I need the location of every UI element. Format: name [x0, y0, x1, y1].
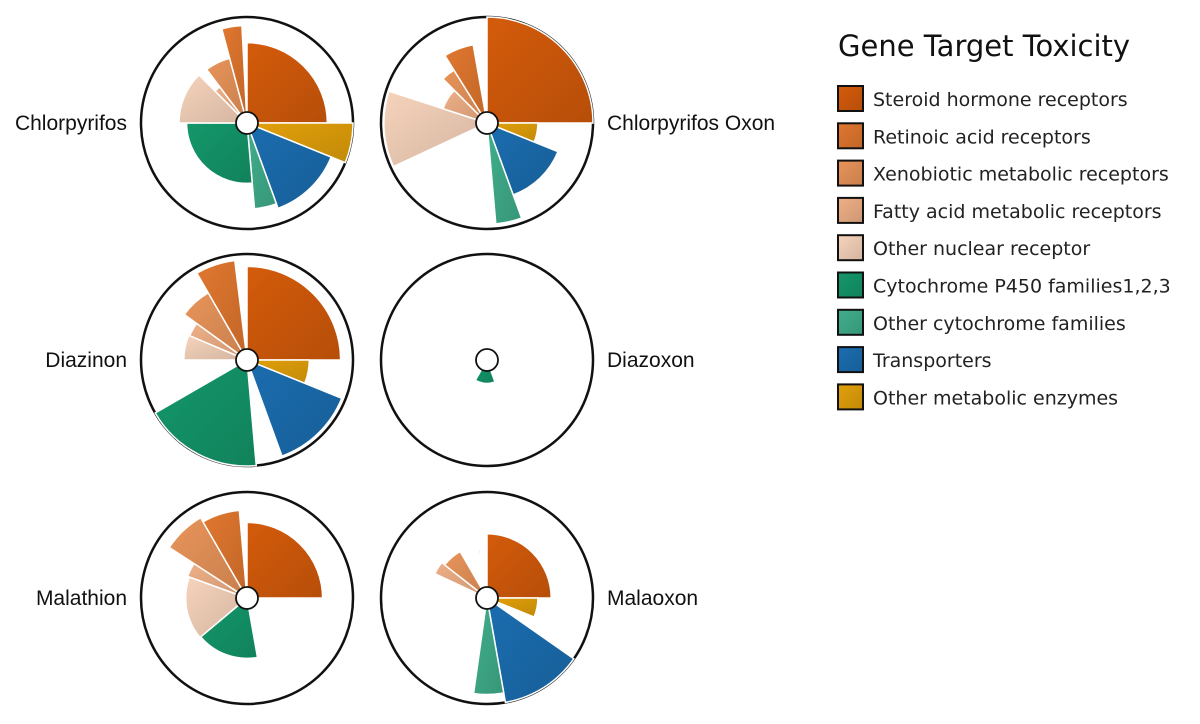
- rose-chart-diazinon: Diazinon: [45, 252, 355, 468]
- legend-item: Fatty acid metabolic receptors: [837, 196, 1162, 224]
- chart-label: Diazinon: [45, 349, 127, 372]
- rose-chart-diazoxon: Diazoxon: [379, 252, 695, 468]
- wedge-retinoic-acid-receptors: [195, 259, 248, 361]
- wedge-transporters: [485, 121, 559, 196]
- legend-swatch: [837, 383, 864, 411]
- legend-label: Other nuclear receptor: [873, 238, 1090, 260]
- legend-swatch: [837, 271, 864, 299]
- rose-charts: Chlorpyrifos Chlorpyrifos Oxon Diazinon Dia…: [15, 15, 775, 706]
- wedge-retinoic-acid-receptors: [443, 43, 488, 124]
- wedge-transporters: [245, 121, 333, 210]
- legend-item: Steroid hormone receptors: [837, 85, 1128, 112]
- wedge-other-nuclear-receptor: [383, 90, 490, 168]
- wedge-steroid-hormone-receptors: [246, 265, 342, 361]
- legend-item: Transporters: [837, 346, 992, 374]
- legend-label: Fatty acid metabolic receptors: [873, 201, 1162, 223]
- legend-label: Xenobiotic metabolic receptors: [873, 164, 1169, 186]
- wedge-steroid-hormone-receptors: [246, 521, 324, 599]
- legend-swatch: [837, 85, 864, 112]
- wedge-steroid-hormone-receptors: [486, 533, 552, 599]
- wedge-cytochrome-p450-families1-2-3: [199, 596, 259, 660]
- wedge-transporters: [245, 358, 343, 458]
- wedge-transporters: [485, 596, 575, 704]
- wedge-xenobiotic-metabolic-receptors: [443, 550, 488, 599]
- chart-label: Chlorpyrifos: [15, 112, 127, 135]
- legend-item: Xenobiotic metabolic receptors: [837, 159, 1169, 187]
- legend-swatch: [837, 159, 864, 187]
- wedge-steroid-hormone-receptors: [246, 41, 329, 124]
- center-hub: [235, 586, 259, 610]
- legend-swatch: [837, 234, 864, 262]
- wedge-retinoic-acid-receptors: [201, 509, 248, 599]
- wedge-other-cytochrome-families: [486, 122, 523, 225]
- legend-label: Transporters: [872, 350, 992, 372]
- rose-chart-chlorpyrifos-oxon: Chlorpyrifos Oxon: [379, 15, 775, 231]
- legend-item: Other cytochrome families: [837, 308, 1126, 336]
- legend-swatch: [837, 122, 864, 150]
- wedge-retinoic-acid-receptors: [220, 24, 248, 124]
- legend-item: Cytochrome P450 families1,2,3: [837, 271, 1171, 299]
- center-hub: [235, 111, 259, 135]
- legend-title: Gene Target Toxicity: [838, 29, 1130, 63]
- wedge-other-cytochrome-families: [246, 122, 278, 210]
- wedge-other-nuclear-receptor: [184, 576, 249, 639]
- wedge-other-nuclear-receptor: [178, 73, 249, 124]
- legend-item: Other nuclear receptor: [837, 234, 1090, 262]
- legend-label: Cytochrome P450 families1,2,3: [873, 276, 1171, 298]
- legend-swatch: [837, 196, 864, 224]
- center-hub: [475, 586, 499, 610]
- wedge-cytochrome-p450-families1-2-3: [185, 122, 254, 185]
- rose-chart-chlorpyrifos: Chlorpyrifos: [15, 15, 355, 231]
- legend-swatch: [837, 346, 864, 374]
- wedge-other-cytochrome-families: [472, 597, 505, 696]
- wedge-xenobiotic-metabolic-receptors: [168, 516, 248, 599]
- center-hub: [475, 111, 499, 135]
- legend: Gene Target Toxicity Steroid hormone rec…: [837, 29, 1171, 411]
- legend-label: Retinoic acid receptors: [873, 126, 1091, 148]
- legend-item: Retinoic acid receptors: [837, 122, 1091, 150]
- wedge-retinoic-acid-receptors: [477, 548, 488, 599]
- wedge-steroid-hormone-receptors: [486, 16, 594, 124]
- wedge-other-metabolic-enzymes: [486, 597, 539, 619]
- chart-label: Malathion: [36, 587, 127, 610]
- legend-item: Other metabolic enzymes: [837, 383, 1118, 411]
- rose-chart-malaoxon: Malaoxon: [379, 490, 698, 706]
- legend-label: Other metabolic enzymes: [873, 387, 1118, 409]
- legend-label: Other cytochrome families: [873, 313, 1126, 335]
- wedge-cytochrome-p450-families1-2-3: [154, 358, 258, 467]
- center-hub: [475, 348, 499, 372]
- legend-label: Steroid hormone receptors: [873, 89, 1128, 111]
- chart-label: Malaoxon: [607, 587, 698, 610]
- legend-swatch: [837, 308, 864, 336]
- rose-chart-malathion: Malathion: [36, 490, 355, 706]
- chart-label: Chlorpyrifos Oxon: [607, 112, 775, 135]
- center-hub: [235, 348, 259, 372]
- wedge-fatty-acid-metabolic-receptors: [433, 561, 488, 599]
- chart-label: Diazoxon: [607, 349, 695, 372]
